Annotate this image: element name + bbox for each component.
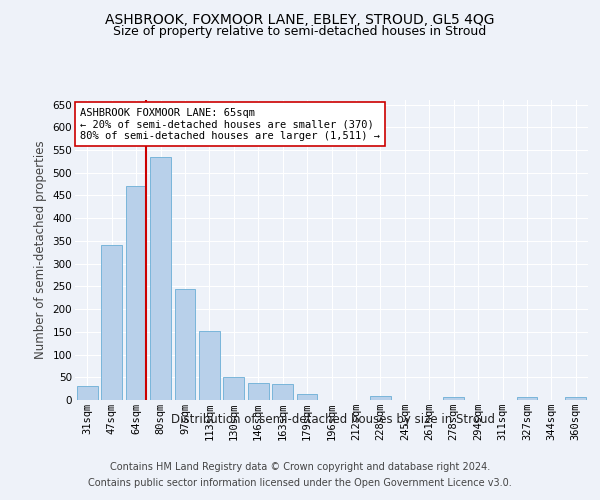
- Text: Contains public sector information licensed under the Open Government Licence v3: Contains public sector information licen…: [88, 478, 512, 488]
- Bar: [296, 394, 317, 400]
- Bar: [199, 331, 220, 400]
- Text: Distribution of semi-detached houses by size in Stroud: Distribution of semi-detached houses by …: [171, 412, 495, 426]
- Bar: [77, 386, 98, 400]
- Bar: [101, 246, 122, 400]
- Bar: [175, 288, 196, 400]
- Text: Size of property relative to semi-detached houses in Stroud: Size of property relative to semi-detach…: [113, 25, 487, 38]
- Text: ASHBROOK FOXMOOR LANE: 65sqm
← 20% of semi-detached houses are smaller (370)
80%: ASHBROOK FOXMOOR LANE: 65sqm ← 20% of se…: [80, 108, 380, 140]
- Bar: [517, 398, 538, 400]
- Bar: [150, 157, 171, 400]
- Bar: [223, 378, 244, 400]
- Bar: [370, 396, 391, 400]
- Text: ASHBROOK, FOXMOOR LANE, EBLEY, STROUD, GL5 4QG: ASHBROOK, FOXMOOR LANE, EBLEY, STROUD, G…: [105, 12, 495, 26]
- Text: Contains HM Land Registry data © Crown copyright and database right 2024.: Contains HM Land Registry data © Crown c…: [110, 462, 490, 472]
- Bar: [125, 186, 146, 400]
- Bar: [248, 383, 269, 400]
- Y-axis label: Number of semi-detached properties: Number of semi-detached properties: [34, 140, 47, 360]
- Bar: [565, 398, 586, 400]
- Bar: [272, 384, 293, 400]
- Bar: [443, 398, 464, 400]
